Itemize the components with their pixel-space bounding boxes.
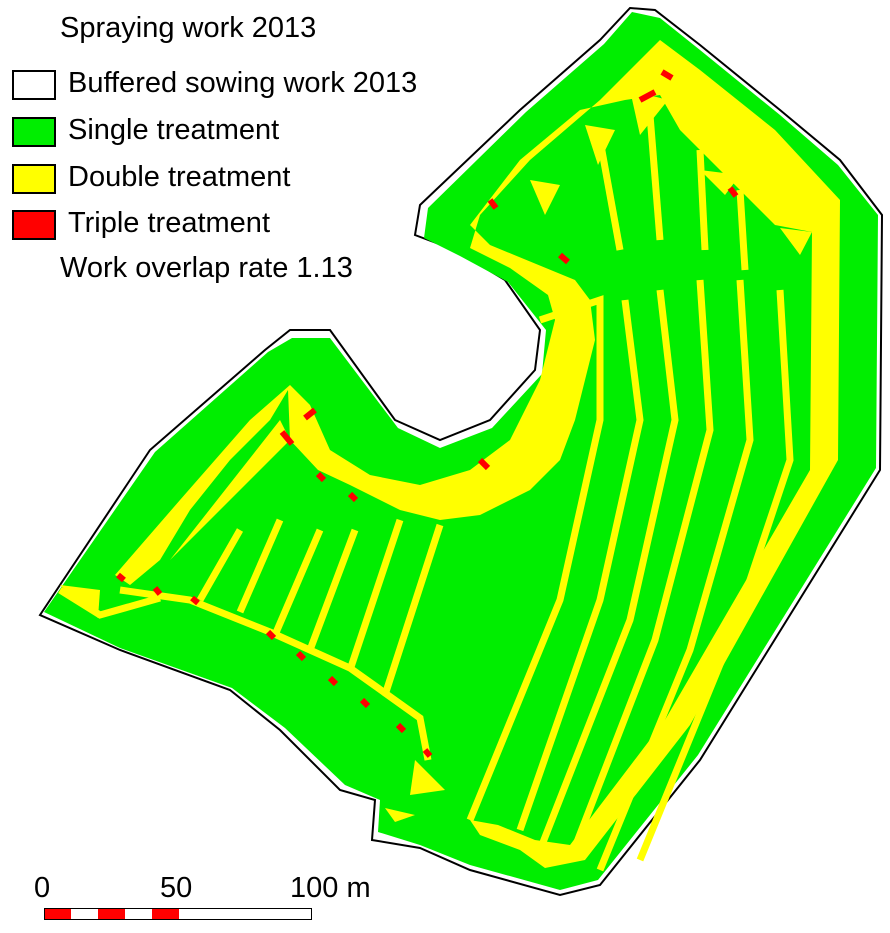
scale-bar-graphic bbox=[44, 908, 312, 920]
single-swatch bbox=[12, 117, 56, 147]
map-title: Spraying work 2013 bbox=[60, 12, 317, 44]
legend-label: Double treatment bbox=[68, 161, 291, 193]
scale-segment bbox=[152, 909, 179, 919]
triple-treatment-marks bbox=[116, 69, 739, 758]
legend-label: Buffered sowing work 2013 bbox=[68, 67, 418, 99]
legend-label: Single treatment bbox=[68, 114, 280, 146]
scale-segment bbox=[45, 909, 71, 919]
double-swatch bbox=[12, 164, 56, 194]
scale-bar: 0 50 100 m bbox=[0, 868, 400, 928]
overlap-rate-text: Work overlap rate 1.13 bbox=[60, 252, 353, 284]
single-treatment-area bbox=[44, 12, 878, 890]
triple-swatch bbox=[12, 210, 56, 240]
legend-label: Triple treatment bbox=[68, 207, 270, 239]
double-treatment-lines bbox=[58, 114, 794, 872]
scale-label-100: 100 m bbox=[290, 872, 371, 904]
double-treatment-wedges bbox=[60, 90, 812, 822]
scale-segment bbox=[98, 909, 125, 919]
scale-label-50: 50 bbox=[160, 872, 193, 904]
scale-label-0: 0 bbox=[34, 872, 51, 904]
buffered-swatch bbox=[12, 70, 56, 100]
